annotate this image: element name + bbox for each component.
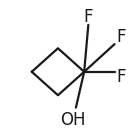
Text: F: F	[117, 68, 126, 86]
Text: F: F	[117, 28, 126, 46]
Text: OH: OH	[60, 111, 86, 129]
Text: F: F	[84, 8, 93, 26]
